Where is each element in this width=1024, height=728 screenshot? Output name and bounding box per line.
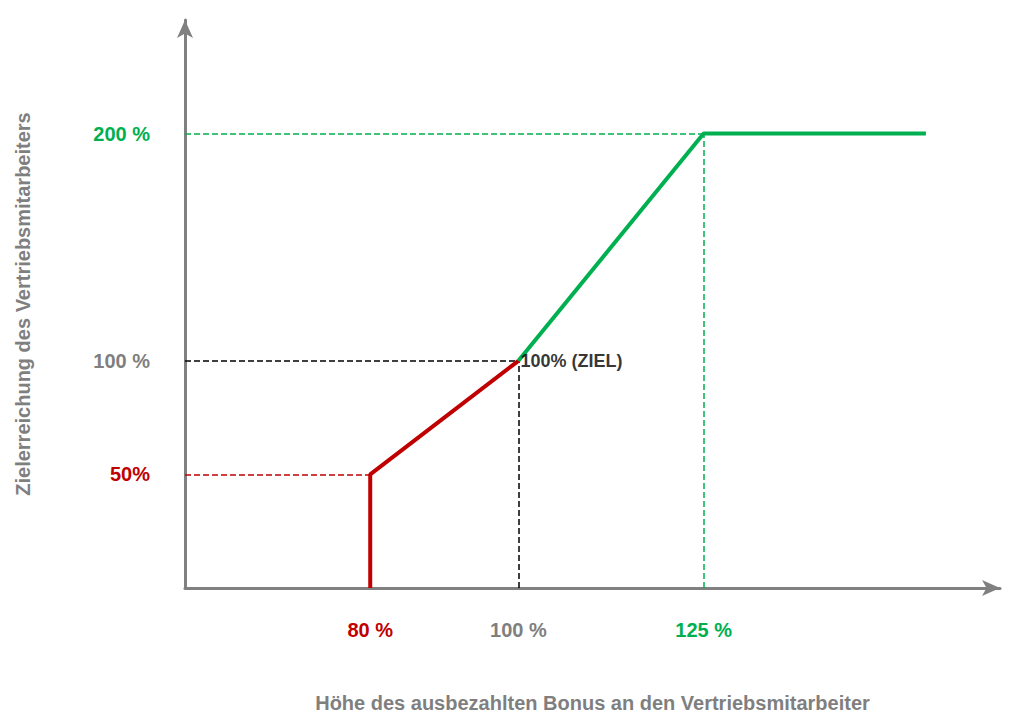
svg-text:Höhe des ausbezahlten Bonus an: Höhe des ausbezahlten Bonus an den Vertr… xyxy=(315,692,870,714)
svg-text:80 %: 80 % xyxy=(347,619,393,641)
svg-text:200 %: 200 % xyxy=(93,123,150,145)
svg-text:50%: 50% xyxy=(110,463,150,485)
svg-text:100 %: 100 % xyxy=(490,619,547,641)
svg-text:100% (ZIEL): 100% (ZIEL) xyxy=(520,351,622,371)
svg-text:Zielerreichung des Vertriebsmi: Zielerreichung des Vertriebsmitarbeiters xyxy=(12,112,34,496)
svg-text:100 %: 100 % xyxy=(93,350,150,372)
svg-text:125 %: 125 % xyxy=(675,619,732,641)
